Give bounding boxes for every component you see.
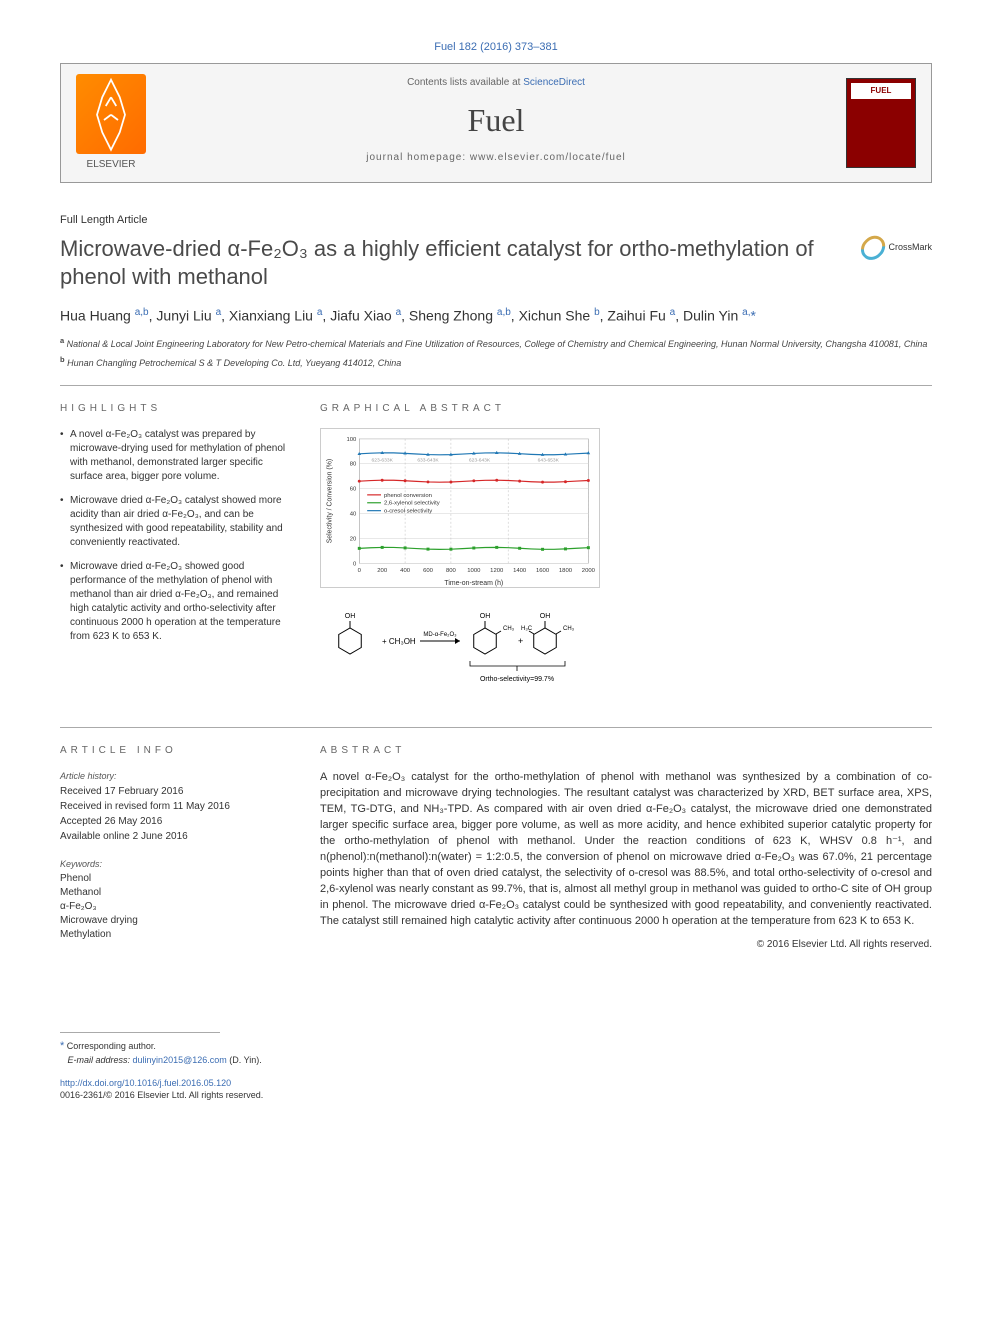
article-info: Article history: Received 17 February 20… <box>60 770 290 942</box>
svg-text:CH₃: CH₃ <box>563 626 575 632</box>
highlight-item: Microwave dried α-Fe₂O₃ catalyst showed … <box>60 494 290 550</box>
email-suffix: (D. Yin). <box>227 1055 262 1065</box>
svg-text:2,6-xylenol selectivity: 2,6-xylenol selectivity <box>384 501 440 507</box>
doi-link[interactable]: http://dx.doi.org/10.1016/j.fuel.2016.05… <box>60 1078 231 1088</box>
homepage-prefix: journal homepage: <box>366 152 470 163</box>
abstract-text: A novel α-Fe₂O₃ catalyst for the ortho-m… <box>320 770 932 929</box>
svg-text:800: 800 <box>446 569 457 575</box>
svg-text:Selectivity / Conversion (%): Selectivity / Conversion (%) <box>327 459 334 543</box>
svg-text:643-653K: 643-653K <box>538 458 560 464</box>
svg-text:+ CH₃OH: + CH₃OH <box>382 637 416 646</box>
corr-label: Corresponding author. <box>67 1041 156 1051</box>
publisher-logo-block: ELSEVIER <box>61 64 161 182</box>
authors-line: Hua Huang a,b, Junyi Liu a, Xianxiang Li… <box>60 306 932 326</box>
affiliation: b Hunan Changling Petrochemical S & T De… <box>60 355 932 370</box>
journal-header: ELSEVIER Contents lists available at Sci… <box>60 63 932 183</box>
svg-text:633-643K: 633-643K <box>417 458 439 464</box>
doi-line: http://dx.doi.org/10.1016/j.fuel.2016.05… <box>60 1077 932 1090</box>
keyword: Microwave drying <box>60 914 290 928</box>
svg-text:2000: 2000 <box>582 569 596 575</box>
svg-text:H₃C: H₃C <box>521 626 533 632</box>
keyword: α-Fe₂O₃ <box>60 900 290 914</box>
cover-label: FUEL <box>851 83 911 98</box>
contents-prefix: Contents lists available at <box>407 77 523 88</box>
issn-copyright: 0016-2361/© 2016 Elsevier Ltd. All right… <box>60 1089 932 1102</box>
history-line: Available online 2 June 2016 <box>60 830 290 844</box>
svg-text:OH: OH <box>480 613 491 620</box>
keyword: Methanol <box>60 886 290 900</box>
highlight-item: Microwave dried α-Fe₂O₃ showed good perf… <box>60 560 290 644</box>
citation-line: Fuel 182 (2016) 373–381 <box>60 40 932 55</box>
email-link[interactable]: dulinyin2015@126.com <box>133 1055 227 1065</box>
svg-text:200: 200 <box>377 569 388 575</box>
svg-text:Time-on-stream (h): Time-on-stream (h) <box>444 580 503 587</box>
highlights-list: A novel α-Fe₂O₃ catalyst was prepared by… <box>60 428 290 644</box>
article-info-head: ARTICLE INFO <box>60 744 290 758</box>
elsevier-label: ELSEVIER <box>87 158 136 172</box>
svg-text:0: 0 <box>353 562 357 568</box>
ga-chart: 0204060801000200400600800100012001400160… <box>320 428 600 588</box>
affiliations: a National & Local Joint Engineering Lab… <box>60 336 932 369</box>
svg-text:623-643K: 623-643K <box>469 458 491 464</box>
svg-text:1200: 1200 <box>490 569 504 575</box>
crossmark-badge[interactable]: CrossMark <box>862 235 932 261</box>
svg-text:1800: 1800 <box>559 569 573 575</box>
affiliation: a National & Local Joint Engineering Lab… <box>60 336 932 351</box>
svg-text:1000: 1000 <box>467 569 481 575</box>
svg-text:60: 60 <box>350 487 357 493</box>
elsevier-tree-icon <box>76 74 146 154</box>
svg-text:OH: OH <box>540 613 551 620</box>
svg-text:0: 0 <box>358 569 362 575</box>
ga-reaction-scheme: OH+ CH₃OHMD-α-Fe₂O₃OHCH₃+OHCH₃H₃COrtho-s… <box>320 596 600 691</box>
svg-text:CH₃: CH₃ <box>503 626 515 632</box>
svg-text:80: 80 <box>350 462 357 468</box>
contents-line: Contents lists available at ScienceDirec… <box>173 76 819 90</box>
separator <box>60 385 932 386</box>
svg-text:623-633K: 623-633K <box>372 458 394 464</box>
svg-text:OH: OH <box>345 613 356 620</box>
history-line: Accepted 26 May 2016 <box>60 815 290 829</box>
svg-text:MD-α-Fe₂O₃: MD-α-Fe₂O₃ <box>423 632 457 638</box>
svg-text:phenol conversion: phenol conversion <box>384 493 432 499</box>
homepage-line: journal homepage: www.elsevier.com/locat… <box>173 151 819 165</box>
svg-text:Ortho-selectivity=99.7%: Ortho-selectivity=99.7% <box>480 676 554 683</box>
graphical-abstract: 0204060801000200400600800100012001400160… <box>320 428 932 691</box>
svg-text:1600: 1600 <box>536 569 550 575</box>
article-type: Full Length Article <box>60 213 932 228</box>
journal-name: Fuel <box>173 98 819 143</box>
history-line: Received in revised form 11 May 2016 <box>60 800 290 814</box>
highlights-head: HIGHLIGHTS <box>60 402 290 416</box>
keyword: Methylation <box>60 928 290 942</box>
svg-text:600: 600 <box>423 569 434 575</box>
sciencedirect-link[interactable]: ScienceDirect <box>523 77 585 88</box>
corresponding-author: * Corresponding author. E-mail address: … <box>60 1039 932 1067</box>
article-title: Microwave-dried α-Fe₂O₃ as a highly effi… <box>60 235 862 292</box>
svg-text:20: 20 <box>350 537 357 543</box>
abstract-head: ABSTRACT <box>320 744 932 758</box>
svg-text:400: 400 <box>400 569 411 575</box>
copyright-line: © 2016 Elsevier Ltd. All rights reserved… <box>320 938 932 952</box>
footnote-separator <box>60 1032 220 1033</box>
graphical-abstract-head: GRAPHICAL ABSTRACT <box>320 402 932 416</box>
journal-cover-icon: FUEL <box>846 78 916 168</box>
crossmark-icon <box>856 231 890 265</box>
keyword: Phenol <box>60 872 290 886</box>
journal-cover-block: FUEL <box>831 64 931 182</box>
svg-text:1400: 1400 <box>513 569 527 575</box>
header-center: Contents lists available at ScienceDirec… <box>161 64 831 182</box>
svg-text:100: 100 <box>346 437 357 443</box>
svg-text:40: 40 <box>350 512 357 518</box>
homepage-url[interactable]: www.elsevier.com/locate/fuel <box>470 152 626 163</box>
separator <box>60 727 932 728</box>
history-label: Article history: <box>60 770 290 783</box>
svg-text:+: + <box>518 636 523 646</box>
svg-text:o-cresol selectivity: o-cresol selectivity <box>384 509 432 515</box>
email-label: E-mail address: <box>68 1055 133 1065</box>
crossmark-label: CrossMark <box>888 241 932 254</box>
history-line: Received 17 February 2016 <box>60 785 290 799</box>
keywords-label: Keywords: <box>60 858 290 871</box>
highlight-item: A novel α-Fe₂O₃ catalyst was prepared by… <box>60 428 290 484</box>
